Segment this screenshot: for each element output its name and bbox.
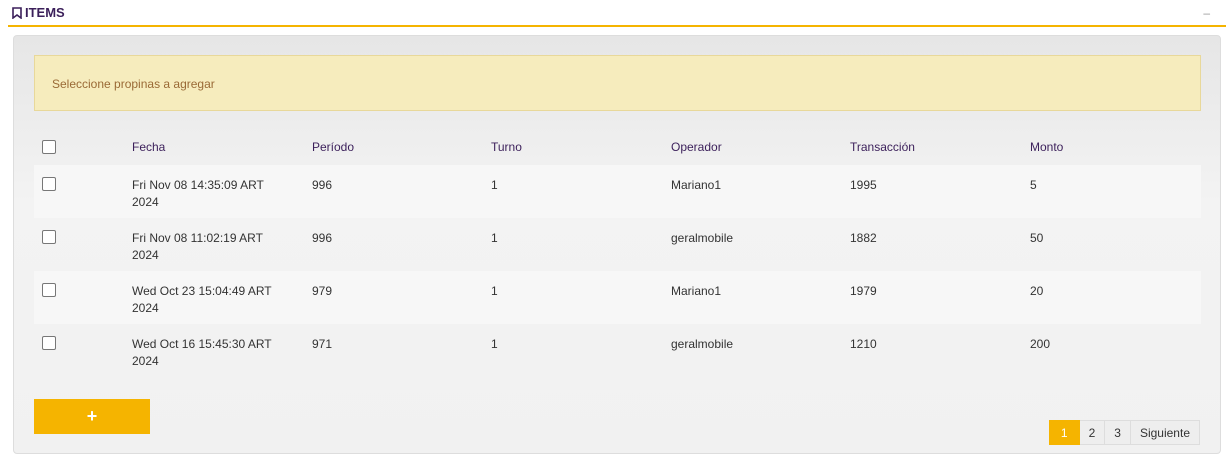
- col-transaccion: Transacción: [850, 139, 915, 154]
- cell-monto: 20: [1030, 271, 1201, 324]
- section-title: ITEMS: [25, 5, 65, 20]
- pagination: 1 2 3 Siguiente: [1048, 420, 1200, 445]
- table-row: Fri Nov 08 11:02:19 ART 2024 996 1 geralmob…: [34, 218, 1201, 271]
- cell-transaccion: 1882: [850, 231, 877, 245]
- cell-monto: 200: [1030, 337, 1051, 351]
- row-checkbox[interactable]: [42, 336, 56, 350]
- cell-periodo: 979: [312, 271, 491, 324]
- cell-turno: 1: [491, 165, 671, 218]
- row-checkbox[interactable]: [42, 283, 56, 297]
- cell-turno: 1: [491, 231, 498, 245]
- cell-turno: 1: [491, 271, 671, 324]
- page-2-button[interactable]: 2: [1079, 420, 1106, 445]
- cell-fecha: Fri Nov 08 11:02:19 ART 2024: [132, 231, 263, 262]
- cell-operador: Mariano1: [671, 165, 850, 218]
- table-row: Wed Oct 16 15:45:30 ART 2024 971 1 geralmob…: [34, 324, 1201, 377]
- col-fecha: Fecha: [132, 139, 166, 154]
- col-monto: Monto: [1030, 139, 1064, 154]
- add-button[interactable]: +: [34, 399, 150, 434]
- col-operador: Operador: [671, 139, 722, 154]
- col-turno: Turno: [491, 139, 522, 154]
- col-periodo: Período: [312, 139, 355, 154]
- cell-operador: geralmobile: [671, 337, 734, 351]
- cell-transaccion: 1210: [850, 337, 877, 351]
- bookmark-icon: [12, 6, 22, 19]
- cell-monto: 50: [1030, 231, 1044, 245]
- cell-operador: Mariano1: [671, 271, 850, 324]
- cell-fecha: Wed Oct 16 15:45:30 ART 2024: [132, 337, 272, 368]
- cell-turno: 1: [491, 337, 498, 351]
- cell-periodo: 996: [312, 231, 333, 245]
- page-1-button[interactable]: 1: [1048, 420, 1080, 445]
- cell-fecha: Wed Oct 23 15:04:49 ART 2024: [132, 271, 312, 324]
- cell-monto: 5: [1030, 165, 1201, 218]
- select-all-checkbox[interactable]: [42, 140, 56, 154]
- minimize-button[interactable]: –: [1203, 6, 1210, 20]
- cell-transaccion: 1979: [850, 271, 1030, 324]
- cell-transaccion: 1995: [850, 165, 1030, 218]
- row-checkbox[interactable]: [42, 177, 56, 191]
- cell-fecha: Fri Nov 08 14:35:09 ART 2024: [132, 165, 312, 218]
- items-header: ITEMS –: [8, 0, 1226, 27]
- cell-periodo: 971: [312, 337, 333, 351]
- row-checkbox[interactable]: [42, 230, 56, 244]
- info-alert: Seleccione propinas a agregar: [34, 55, 1201, 111]
- tips-table: Fecha Período Turno Operador Transacción…: [34, 128, 1201, 377]
- cell-periodo: 996: [312, 165, 491, 218]
- table-row: Fri Nov 08 14:35:09 ART 2024 996 1 Mariano1…: [34, 165, 1201, 218]
- items-panel: Seleccione propinas a agregar Fecha Perí…: [13, 35, 1221, 454]
- next-page-button[interactable]: Siguiente: [1130, 420, 1200, 445]
- cell-operador: geralmobile: [671, 231, 734, 245]
- page-3-button[interactable]: 3: [1105, 420, 1131, 445]
- table-row: Wed Oct 23 15:04:49 ART 2024 979 1 Mariano1…: [34, 271, 1201, 324]
